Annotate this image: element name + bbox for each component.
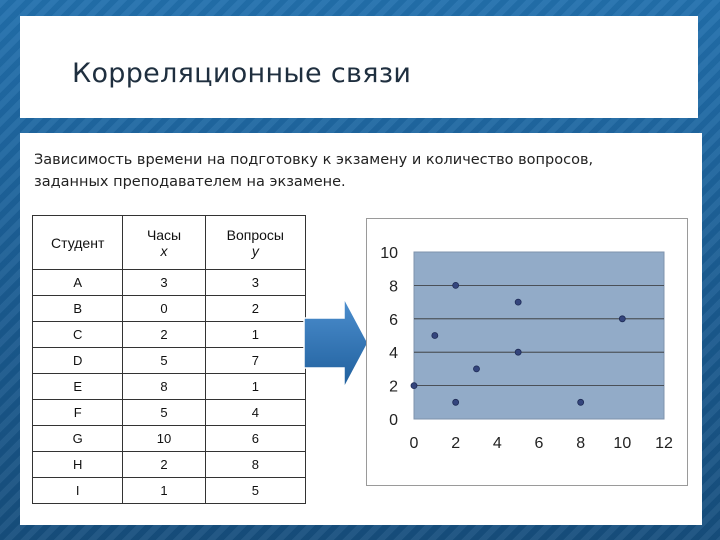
- cell-x: 0: [122, 295, 206, 322]
- x-tick-label: 0: [410, 435, 419, 452]
- table-header-row: Студент Часы x Вопросы y: [31, 215, 307, 270]
- y-tick-label: 4: [389, 345, 398, 362]
- cell-student: I: [31, 477, 124, 504]
- plot-layer: 0 2 4 6 8 10 0 2 4 6 8 10 12: [380, 245, 673, 452]
- y-tick-label: 6: [389, 312, 398, 329]
- cell-y: 1: [204, 373, 307, 400]
- scatter-chart: 0 2 4 6 8 10 0 2 4 6 8 10 12: [380, 245, 673, 452]
- description-line-1: Зависимость времени на подготовку к экза…: [34, 152, 594, 168]
- cell-student: E: [31, 373, 124, 400]
- description: Зависимость времени на подготовку к экза…: [34, 149, 674, 193]
- header-student-label: Студент: [51, 234, 105, 251]
- data-point: [410, 382, 418, 390]
- header-hours-var: x: [160, 242, 168, 259]
- slide-title: Корреляционные связи: [72, 58, 412, 89]
- data-point: [431, 332, 439, 339]
- header-hours-label: Часы: [146, 226, 182, 243]
- data-point: [452, 398, 460, 406]
- x-tick-label: 2: [451, 435, 460, 452]
- x-tick-label: 8: [576, 435, 585, 452]
- cell-x: 8: [122, 373, 206, 400]
- y-tick-label: 10: [380, 245, 398, 262]
- data-point: [473, 365, 480, 373]
- data-point: [452, 282, 460, 289]
- cell-student: B: [31, 295, 124, 322]
- y-tick-label: 2: [389, 379, 398, 396]
- title-band: [20, 16, 698, 118]
- cell-y: 2: [204, 295, 307, 322]
- data-point: [577, 398, 585, 406]
- cell-x: 5: [122, 347, 206, 374]
- header-questions-label: Вопросы: [226, 226, 284, 243]
- cell-x: 2: [122, 321, 206, 348]
- cell-student: D: [31, 347, 124, 374]
- header-hours: Часы x: [122, 215, 206, 270]
- cell-student: F: [31, 399, 124, 426]
- cell-y: 8: [204, 451, 307, 478]
- y-tick-label: 8: [389, 278, 398, 295]
- header-questions: Вопросы y: [204, 215, 307, 270]
- cell-student: H: [31, 451, 124, 478]
- cell-y: 3: [204, 269, 307, 296]
- cell-x: 5: [122, 399, 206, 426]
- x-tick-label: 4: [493, 435, 502, 452]
- table-row: G 10 6: [31, 425, 307, 452]
- cell-student: C: [31, 321, 124, 348]
- plot-area: [413, 251, 665, 420]
- cell-y: 4: [204, 399, 307, 426]
- data-point: [618, 315, 626, 323]
- cell-y: 6: [204, 425, 307, 452]
- cell-x: 10: [122, 425, 206, 452]
- cell-student: G: [31, 425, 124, 452]
- cell-y: 7: [204, 347, 307, 374]
- data-point: [514, 298, 522, 306]
- cell-x: 3: [122, 269, 206, 296]
- data-point: [514, 348, 522, 356]
- header-questions-var: y: [251, 242, 259, 259]
- description-line-2: заданных преподавателем на экзамене.: [34, 174, 346, 190]
- cell-student: A: [31, 269, 124, 296]
- x-tick-label: 12: [655, 435, 673, 452]
- x-tick-label: 6: [535, 435, 544, 452]
- y-tick-label: 0: [389, 412, 398, 429]
- arrow-right-icon: [303, 297, 369, 389]
- cell-y: 1: [204, 321, 307, 348]
- cell-x: 2: [122, 451, 206, 478]
- x-tick-label: 10: [613, 435, 631, 452]
- cell-y: 5: [204, 477, 307, 504]
- cell-x: 1: [122, 477, 206, 504]
- header-student: Студент: [31, 215, 124, 270]
